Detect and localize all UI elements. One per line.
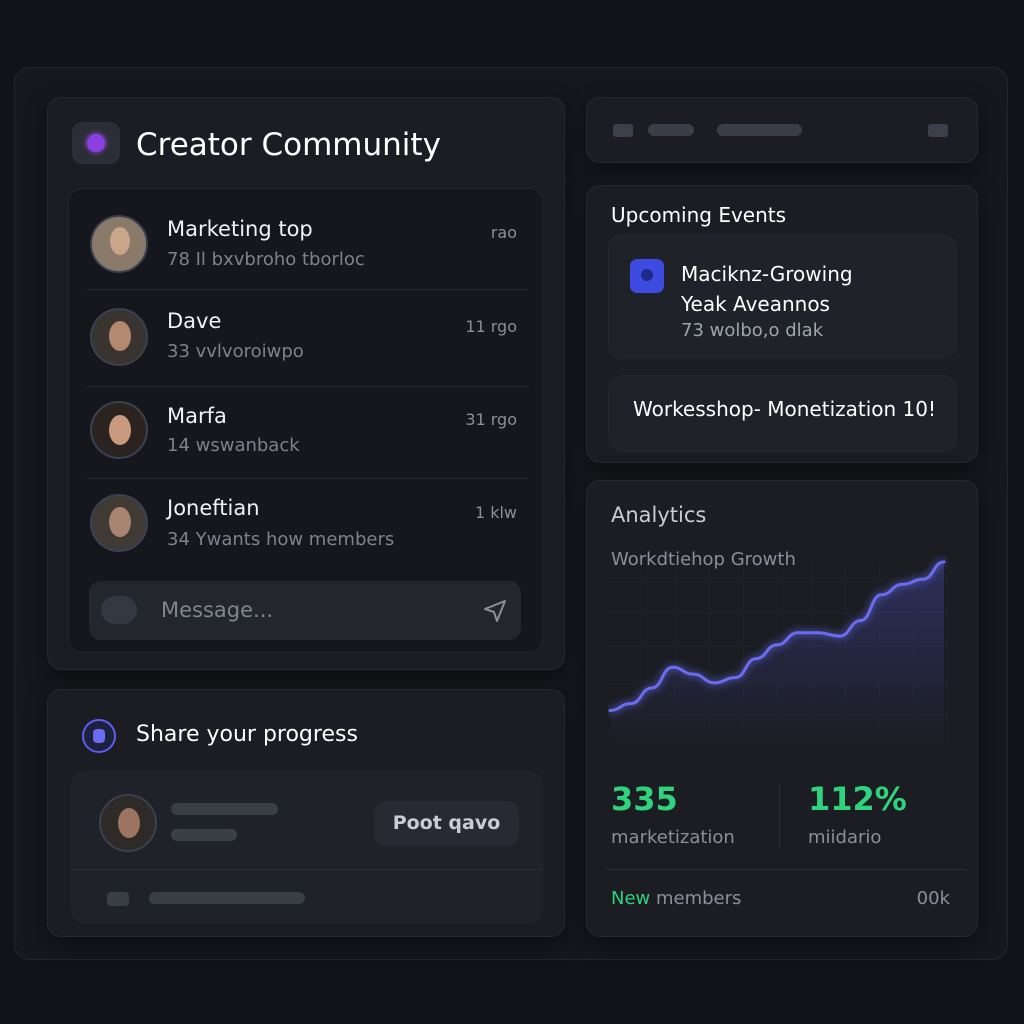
placeholder-line xyxy=(171,803,278,815)
avatar xyxy=(90,401,148,459)
event-title: Workesshop- Monetization 10! xyxy=(633,397,937,421)
preview: 34 Ywants how members xyxy=(167,529,395,550)
area xyxy=(610,561,944,745)
sender[interactable]: Marfa xyxy=(167,404,227,428)
event-item[interactable] xyxy=(608,234,957,359)
event-title-line: Yeak Aveannos xyxy=(681,292,830,316)
line xyxy=(608,560,946,712)
composer[interactable] xyxy=(89,581,521,640)
divider xyxy=(84,386,529,387)
divider xyxy=(84,478,529,479)
avatar xyxy=(90,308,148,366)
footer-label: New members xyxy=(611,888,742,909)
event-detail: 73 wolbo,o dlak xyxy=(681,320,824,341)
stat-value: 112% xyxy=(808,780,907,818)
preview: 14 wswanback xyxy=(167,435,300,456)
message-list xyxy=(68,188,543,653)
share-title: Share your progress xyxy=(136,722,358,747)
event-title: Maciknz-Growing Yeak Aveannos xyxy=(681,259,853,319)
message-input[interactable]: Message... xyxy=(161,598,274,622)
divider xyxy=(84,289,529,290)
toolbar-tab[interactable] xyxy=(648,124,694,136)
toolbar-tab[interactable] xyxy=(717,124,802,136)
time: 1 klw xyxy=(474,503,517,522)
time: 11 rgo xyxy=(465,317,517,336)
placeholder-line xyxy=(149,892,305,904)
divider xyxy=(606,869,966,870)
stat-label: miidario xyxy=(808,827,882,848)
post-button[interactable]: Poot qavo xyxy=(374,801,519,846)
stat-label: marketization xyxy=(611,827,735,848)
title: Creator Community xyxy=(136,127,441,163)
divider xyxy=(779,784,780,848)
emoji-button[interactable] xyxy=(101,596,137,624)
avatar xyxy=(99,794,157,852)
avatar xyxy=(90,494,148,552)
time: rao xyxy=(490,223,517,242)
community-icon xyxy=(72,122,120,164)
preview: 78 Il bxvbroho tborloc xyxy=(167,249,365,270)
sender[interactable]: Marketing top xyxy=(167,217,313,241)
time: 31 rgo xyxy=(465,410,517,429)
share-icon xyxy=(82,719,116,753)
event-title-line: Maciknz-Growing xyxy=(681,262,853,286)
divider xyxy=(72,869,542,870)
preview: 33 vvlvoroiwpo xyxy=(167,341,304,362)
toolbar-icon[interactable] xyxy=(928,124,948,137)
event-icon xyxy=(630,259,664,293)
footer-value: 00k xyxy=(916,888,950,909)
attach-icon[interactable] xyxy=(107,892,129,906)
send-button[interactable] xyxy=(482,598,508,624)
avatar xyxy=(90,215,148,273)
toolbar-icon[interactable] xyxy=(613,124,633,137)
stat-value: 335 xyxy=(611,780,678,818)
chart-subtitle: Workdtiehop Growth xyxy=(611,549,796,570)
events-title: Upcoming Events xyxy=(611,203,787,227)
sender[interactable]: Joneftian xyxy=(167,496,260,520)
event-item[interactable] xyxy=(608,375,957,452)
growth-chart xyxy=(608,560,948,745)
analytics-title: Analytics xyxy=(611,503,707,527)
placeholder-line xyxy=(171,829,237,841)
sender[interactable]: Dave xyxy=(167,309,222,333)
